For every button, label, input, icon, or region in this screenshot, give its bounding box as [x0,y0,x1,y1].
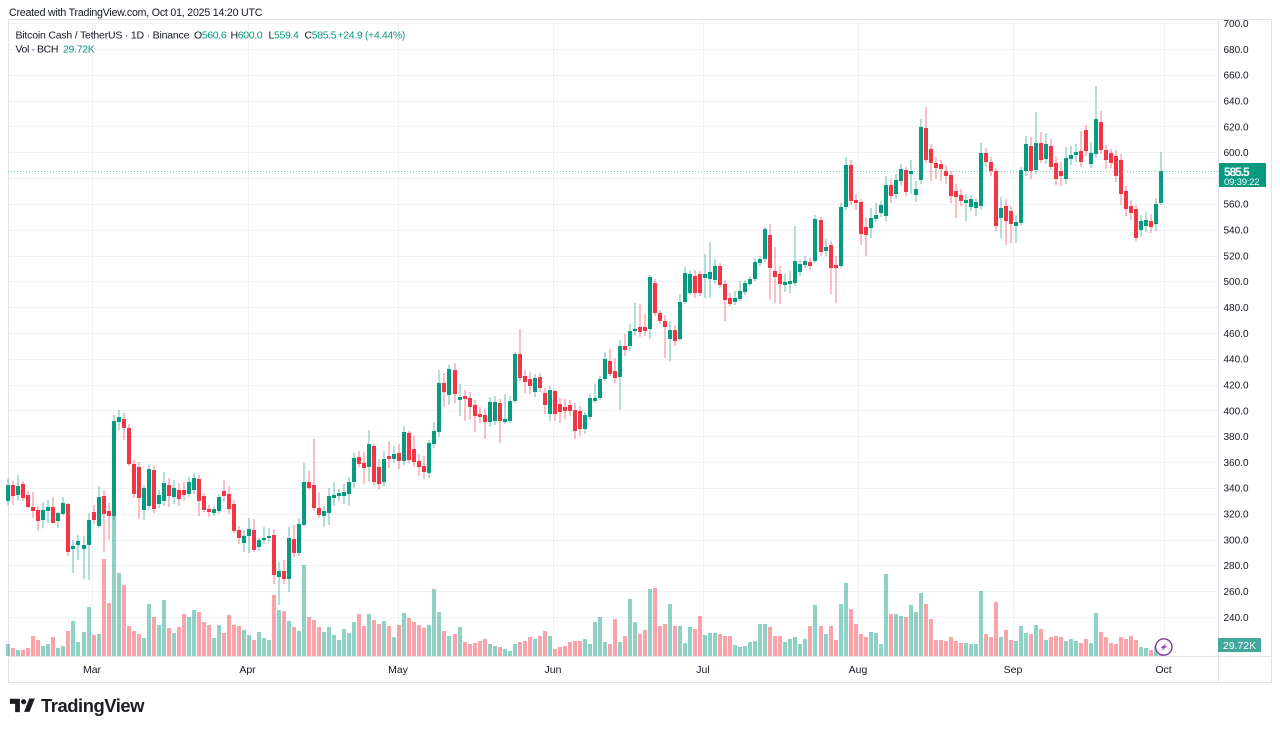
svg-text:440.0: 440.0 [1224,355,1249,366]
svg-text:09:39:22: 09:39:22 [1224,177,1259,188]
svg-text:660.0: 660.0 [1224,71,1249,82]
svg-text:340.0: 340.0 [1224,484,1249,495]
svg-text:240.0: 240.0 [1224,613,1249,624]
svg-text:29.72K: 29.72K [63,44,95,56]
svg-text:H600.0: H600.0 [231,30,263,42]
svg-text:260.0: 260.0 [1224,587,1249,598]
svg-text:L559.4: L559.4 [269,30,300,42]
svg-text:360.0: 360.0 [1224,458,1249,469]
svg-text:520.0: 520.0 [1224,251,1249,262]
svg-text:540.0: 540.0 [1224,226,1249,237]
svg-text:480.0: 480.0 [1224,303,1249,314]
svg-text:O560.6: O560.6 [194,30,227,42]
svg-text:TradingView: TradingView [41,695,145,716]
svg-text:Bitcoin Cash / TetherUS · 1D ·: Bitcoin Cash / TetherUS · 1D · Binance [16,30,190,42]
svg-text:700.0: 700.0 [1224,19,1249,30]
svg-text:Created with TradingView.com,: Created with TradingView.com, Oct 01, 20… [9,7,263,19]
svg-text:+24.9 (+4.44%): +24.9 (+4.44%) [338,30,405,42]
svg-text:Apr: Apr [239,664,256,676]
svg-text:600.0: 600.0 [1224,148,1249,159]
svg-text:620.0: 620.0 [1224,122,1249,133]
svg-text:400.0: 400.0 [1224,406,1249,417]
svg-text:Aug: Aug [849,664,868,676]
svg-text:640.0: 640.0 [1224,96,1249,107]
svg-text:C585.5: C585.5 [305,30,337,42]
svg-text:May: May [388,664,409,676]
svg-text:680.0: 680.0 [1224,45,1249,56]
svg-text:Jul: Jul [696,664,709,676]
svg-text:320.0: 320.0 [1224,510,1249,521]
svg-text:420.0: 420.0 [1224,380,1249,391]
svg-text:Oct: Oct [1155,664,1171,676]
svg-text:380.0: 380.0 [1224,432,1249,443]
svg-text:Vol · BCH: Vol · BCH [16,44,59,56]
svg-text:280.0: 280.0 [1224,561,1249,572]
svg-text:560.0: 560.0 [1224,200,1249,211]
svg-text:500.0: 500.0 [1224,277,1249,288]
svg-text:Sep: Sep [1004,664,1023,676]
svg-text:29.72K: 29.72K [1223,640,1256,652]
svg-text:Jun: Jun [545,664,562,676]
svg-text:460.0: 460.0 [1224,329,1249,340]
svg-text:Mar: Mar [83,664,102,676]
svg-text:585.5: 585.5 [1224,165,1250,179]
svg-text:300.0: 300.0 [1224,535,1249,546]
